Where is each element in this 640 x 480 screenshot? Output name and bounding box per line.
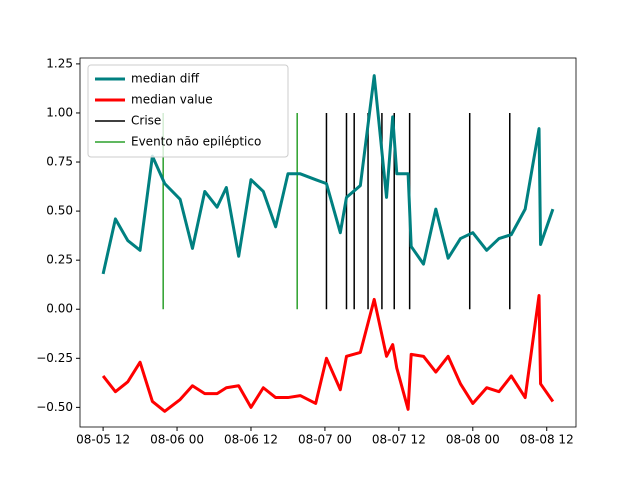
legend-box [87,64,289,158]
y-tick-label: 0.75 [46,155,73,169]
y-tick-label: 0.50 [46,204,73,218]
y-tick-label: 0.25 [46,253,73,267]
legend-label: Evento não epiléptico [131,135,261,149]
y-tick-label: 1.00 [46,105,73,119]
y-tick-label: 1.25 [46,56,73,70]
x-tick-label: 08-06 12 [224,433,278,447]
x-tick-label: 08-06 00 [150,433,204,447]
y-tick-label: −0.50 [36,400,73,414]
x-tick-label: 08-08 12 [520,433,574,447]
x-tick-label: 08-08 00 [446,433,500,447]
y-tick-label: 0.00 [46,302,73,316]
x-tick-label: 08-07 00 [298,433,352,447]
legend-label: median diff [131,72,200,86]
legend-label: median value [131,93,213,107]
plot-frame [79,57,577,428]
series-line [101,74,555,275]
legend-label: Crise [131,114,161,128]
x-tick-label: 08-07 12 [372,433,426,447]
y-tick-label: −0.25 [36,351,73,365]
x-tick-label: 08-05 12 [76,433,130,447]
series-line [101,293,555,413]
